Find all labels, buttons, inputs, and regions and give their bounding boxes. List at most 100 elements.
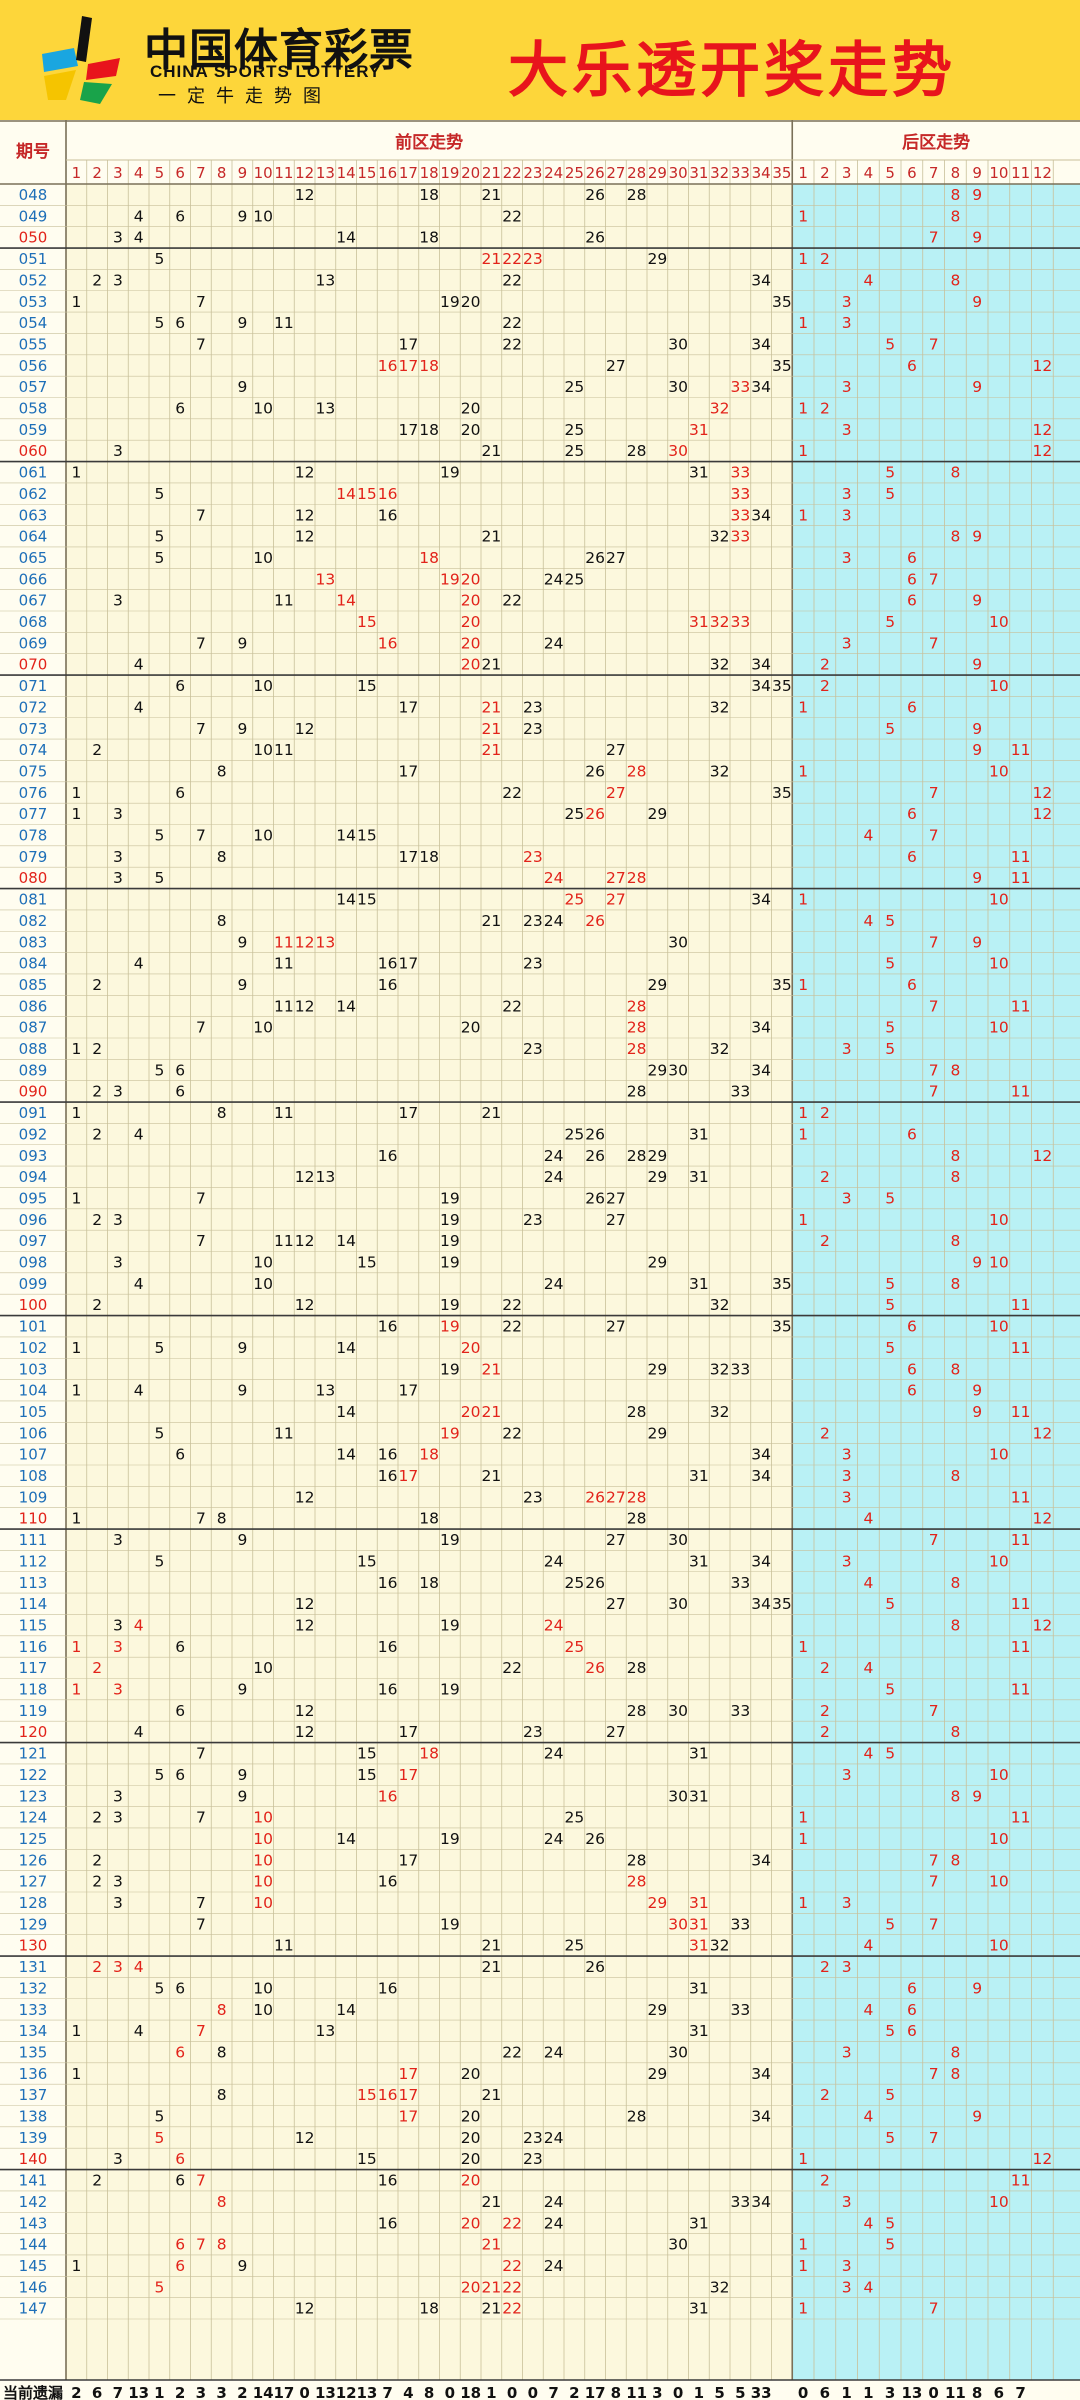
footer-front-value: 1 bbox=[154, 2384, 164, 2400]
back-number: 2 bbox=[820, 1702, 830, 1720]
issue-label: 108 bbox=[19, 1467, 48, 1485]
front-column-number: 10 bbox=[254, 164, 273, 182]
back-number: 5 bbox=[885, 2129, 895, 2147]
front-number: 34 bbox=[751, 677, 771, 695]
front-number: 23 bbox=[523, 955, 543, 973]
front-number: 22 bbox=[502, 2043, 522, 2061]
front-number: 11 bbox=[274, 314, 294, 332]
issue-label: 074 bbox=[19, 741, 48, 759]
back-number: 7 bbox=[929, 1531, 939, 1549]
front-number: 9 bbox=[237, 1531, 247, 1549]
front-column-number: 31 bbox=[689, 164, 708, 182]
front-number: 10 bbox=[253, 549, 273, 567]
front-number: 29 bbox=[648, 2065, 668, 2083]
issue-label: 115 bbox=[19, 1616, 48, 1634]
front-number: 3 bbox=[113, 1083, 123, 1101]
front-number: 28 bbox=[627, 1040, 647, 1058]
back-column-number: 3 bbox=[842, 164, 852, 182]
back-number: 5 bbox=[885, 2086, 895, 2104]
back-number: 11 bbox=[1011, 1339, 1031, 1357]
front-number: 1 bbox=[71, 1638, 81, 1656]
front-column-number: 25 bbox=[565, 164, 584, 182]
back-number: 5 bbox=[885, 1040, 895, 1058]
front-number: 20 bbox=[461, 400, 481, 418]
back-number: 1 bbox=[798, 2300, 808, 2318]
back-number: 3 bbox=[842, 314, 852, 332]
back-number: 3 bbox=[842, 1446, 852, 1464]
issue-label: 058 bbox=[19, 400, 48, 418]
front-number: 8 bbox=[217, 762, 227, 780]
front-column-number: 1 bbox=[72, 164, 82, 182]
front-column-number: 30 bbox=[669, 164, 688, 182]
front-number: 6 bbox=[175, 2257, 185, 2275]
front-column-number: 20 bbox=[461, 164, 480, 182]
front-number: 23 bbox=[523, 1211, 543, 1229]
front-number: 7 bbox=[196, 1809, 206, 1827]
footer-front-value: 1 bbox=[694, 2384, 704, 2400]
back-number: 12 bbox=[1033, 1424, 1053, 1442]
front-number: 23 bbox=[523, 720, 543, 738]
front-number: 5 bbox=[154, 250, 164, 268]
front-number: 10 bbox=[253, 1019, 273, 1037]
issue-label: 133 bbox=[19, 2001, 48, 2019]
front-number: 22 bbox=[502, 2214, 522, 2232]
front-number: 3 bbox=[113, 1681, 123, 1699]
front-number: 4 bbox=[134, 955, 144, 973]
footer-front-value: 13 bbox=[315, 2384, 336, 2400]
front-number: 21 bbox=[482, 186, 502, 204]
back-number: 11 bbox=[1011, 1638, 1031, 1656]
front-number: 26 bbox=[585, 1147, 605, 1165]
issue-label: 134 bbox=[19, 2022, 48, 2040]
front-number: 9 bbox=[237, 1681, 247, 1699]
back-number: 7 bbox=[929, 570, 939, 588]
back-column-number: 7 bbox=[929, 164, 939, 182]
front-number: 22 bbox=[502, 997, 522, 1015]
front-number: 28 bbox=[627, 1147, 647, 1165]
issue-label: 138 bbox=[19, 2108, 48, 2126]
front-number: 5 bbox=[154, 1552, 164, 1570]
front-number: 3 bbox=[113, 1616, 123, 1634]
front-number: 33 bbox=[731, 1574, 751, 1592]
front-number: 6 bbox=[175, 1061, 185, 1079]
front-column-number: 26 bbox=[586, 164, 605, 182]
front-number: 7 bbox=[196, 1745, 206, 1763]
issue-label: 139 bbox=[19, 2129, 48, 2147]
back-number: 7 bbox=[929, 1915, 939, 1933]
issue-label: 055 bbox=[19, 335, 48, 353]
footer-front-value: 7 bbox=[548, 2384, 558, 2400]
front-number: 31 bbox=[689, 1552, 709, 1570]
back-number: 8 bbox=[950, 1168, 960, 1186]
front-number: 3 bbox=[113, 1254, 123, 1272]
issue-label: 054 bbox=[19, 314, 48, 332]
back-number: 1 bbox=[798, 698, 808, 716]
front-number: 16 bbox=[378, 2086, 398, 2104]
front-number: 9 bbox=[237, 378, 247, 396]
back-number: 5 bbox=[885, 464, 895, 482]
front-number: 32 bbox=[710, 528, 730, 546]
back-column-number: 11 bbox=[1011, 164, 1030, 182]
front-number: 17 bbox=[399, 1723, 419, 1741]
issue-label: 128 bbox=[19, 1894, 48, 1912]
front-number: 10 bbox=[253, 1873, 273, 1891]
back-number: 1 bbox=[798, 506, 808, 524]
front-column-number: 11 bbox=[274, 164, 293, 182]
front-number: 26 bbox=[585, 229, 605, 247]
front-number: 25 bbox=[565, 1638, 585, 1656]
issue-label: 145 bbox=[19, 2257, 48, 2275]
front-number: 33 bbox=[731, 613, 751, 631]
footer-front-value: 11 bbox=[626, 2384, 647, 2400]
front-number: 33 bbox=[731, 1702, 751, 1720]
front-number: 9 bbox=[237, 976, 247, 994]
back-number: 6 bbox=[907, 1125, 917, 1143]
back-number: 8 bbox=[950, 1147, 960, 1165]
back-number: 3 bbox=[842, 2278, 852, 2296]
front-number: 19 bbox=[440, 1915, 460, 1933]
front-number: 11 bbox=[274, 1104, 294, 1122]
back-number: 5 bbox=[885, 2236, 895, 2254]
front-number: 9 bbox=[237, 634, 247, 652]
back-number: 4 bbox=[863, 1574, 873, 1592]
back-number: 7 bbox=[929, 1702, 939, 1720]
front-number: 19 bbox=[440, 464, 460, 482]
front-column-number: 18 bbox=[420, 164, 439, 182]
front-number: 5 bbox=[154, 869, 164, 887]
